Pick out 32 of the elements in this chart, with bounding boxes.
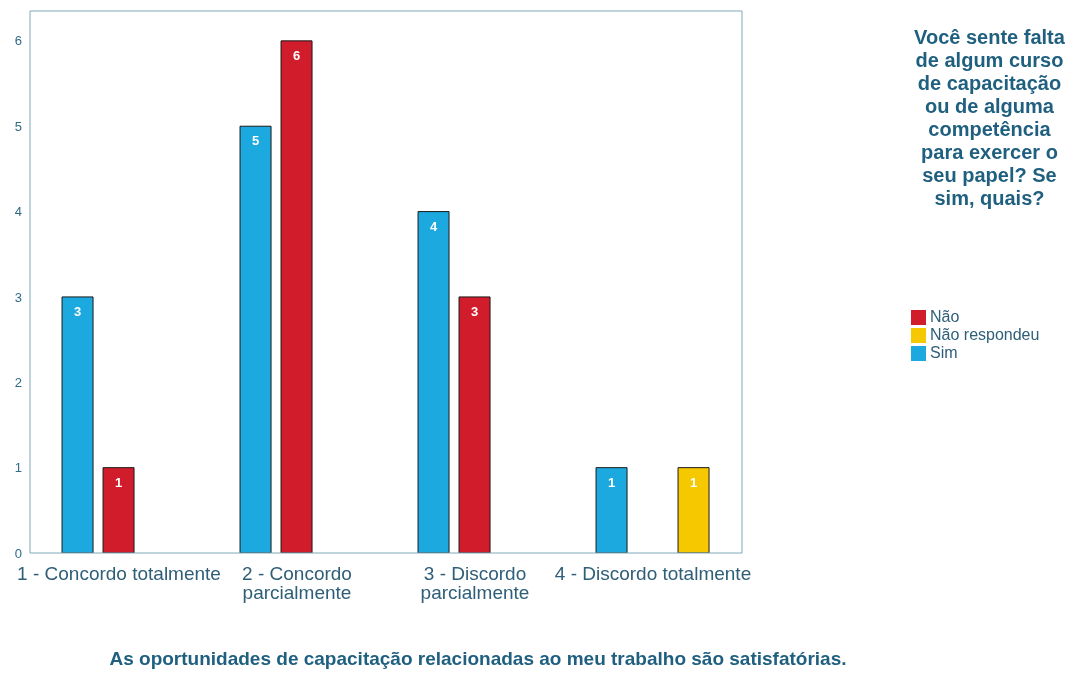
bar [595,467,628,553]
x-tick-label: 4 - Discordo totalmente [554,563,752,585]
legend-label: Não respondeu [930,326,1040,343]
y-tick-label: 0 [14,545,22,561]
y-tick-label: 5 [14,118,22,134]
data-label: 3 [73,304,82,320]
y-tick-label: 3 [14,289,22,305]
x-axis-title: As oportunidades de capacitação relacionadas ao meu trabalho são satisfatórias. [108,648,848,669]
bar [458,296,491,553]
bar [417,211,450,553]
legend-label: Não [930,308,960,325]
bar [102,467,135,553]
data-label: 6 [292,48,301,64]
bar [677,467,710,553]
data-label: 1 [607,474,616,490]
x-tick-label: 3 - Discordo parcialmente [420,563,530,604]
x-tick-label: 2 - Concordo parcialmente [242,563,352,604]
y-tick-label: 4 [14,204,22,220]
y-tick-label: 2 [14,374,22,390]
data-label: 1 [689,474,698,490]
data-label: 4 [429,218,438,234]
legend-label: Sim [930,344,958,361]
x-tick-label: 1 - Concordo totalmente [17,563,221,585]
data-label: 3 [470,304,479,320]
y-tick-label: 6 [14,33,22,49]
data-label: 5 [251,133,260,149]
legend-title: Você sente falta de algum curso de capacitação ou de alguma competência para exercer o seu papel? Se sim, quais? [913,26,1066,210]
data-label: 1 [114,474,123,490]
y-tick-label: 1 [14,460,22,476]
bar [280,40,313,553]
bar [61,296,94,553]
bar [239,125,272,553]
